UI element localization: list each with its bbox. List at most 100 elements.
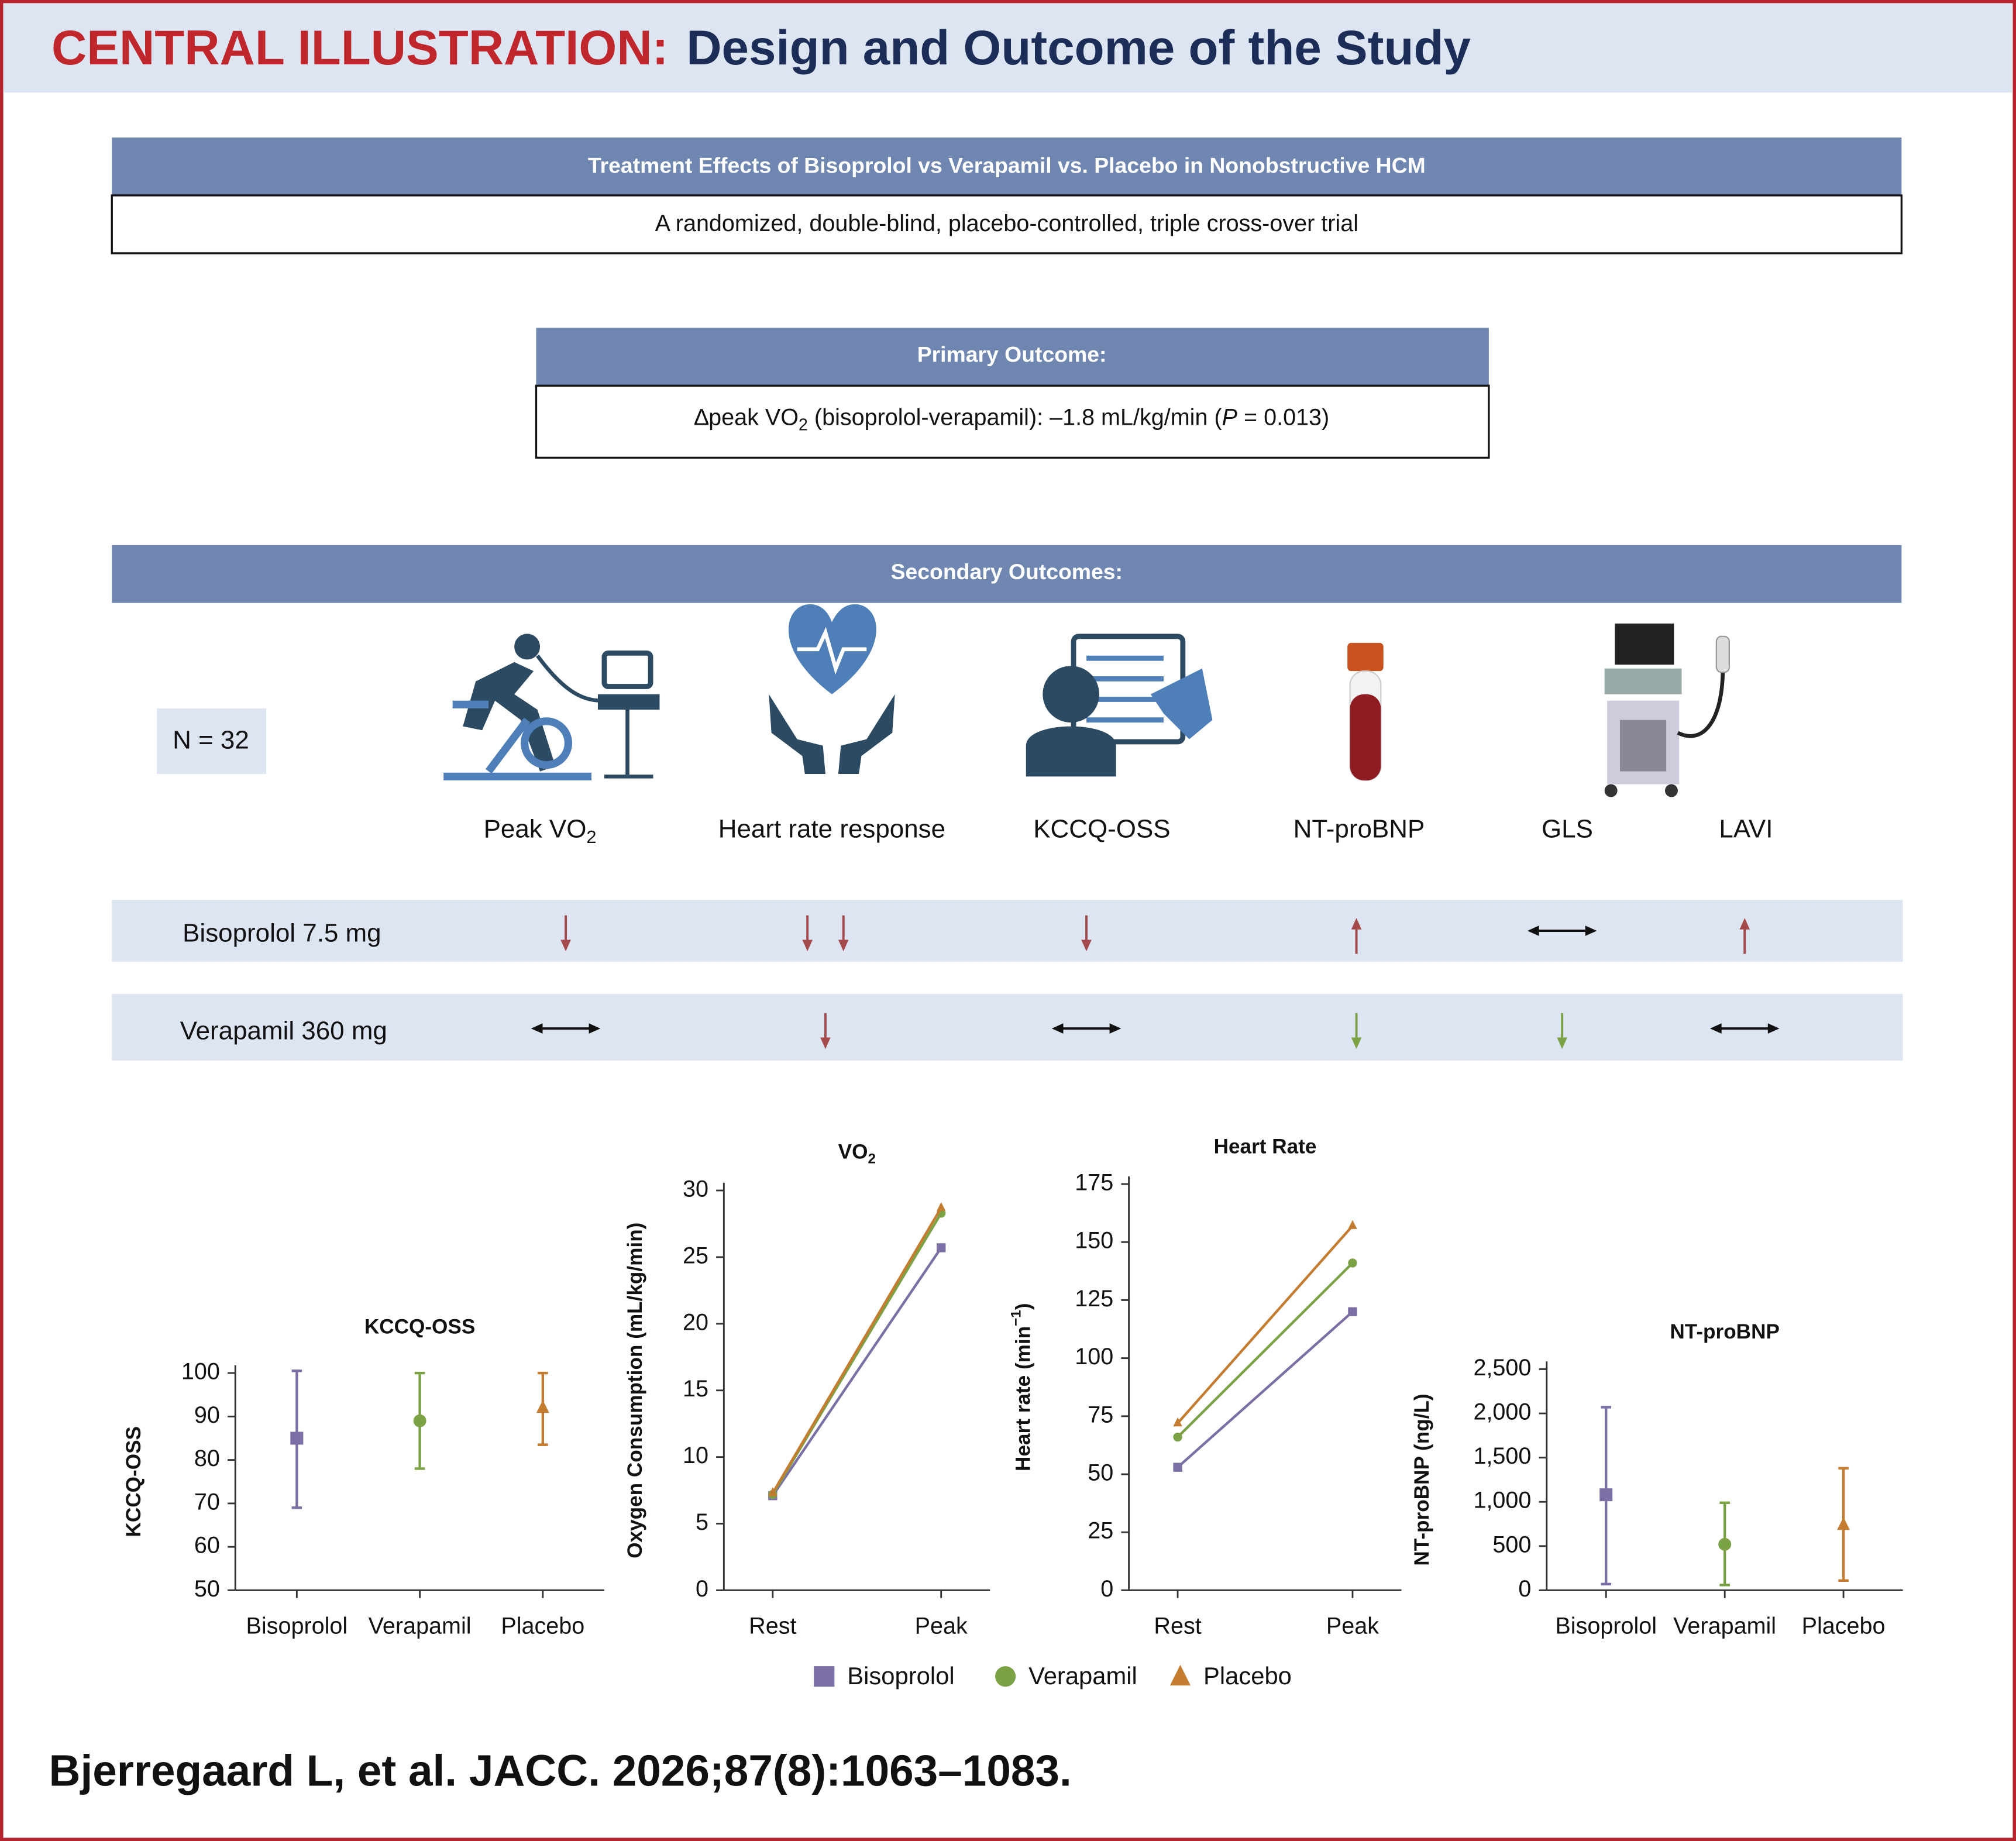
y-tick-label: 25 xyxy=(1088,1518,1113,1544)
arrow-head xyxy=(1109,1023,1121,1034)
arrow-head xyxy=(1351,918,1362,930)
outcome-label-text: LAVI xyxy=(1719,814,1773,843)
secondary-title: Secondary Outcomes: xyxy=(891,559,1123,584)
treatment-label: Verapamil 360 mg xyxy=(180,1016,387,1045)
line xyxy=(1176,1262,1354,1439)
treatment-label: Bisoprolol 7.5 mg xyxy=(183,918,381,947)
chart-title: NT-proBNP xyxy=(1670,1320,1780,1343)
x-tick-label: Rest xyxy=(1154,1613,1201,1639)
marker xyxy=(1599,1488,1613,1502)
legend-marker xyxy=(1169,1664,1191,1686)
y-tick-label: 30 xyxy=(683,1176,708,1202)
legend-label: Bisoprolol xyxy=(847,1662,954,1689)
arrow-head xyxy=(1709,1023,1722,1034)
icon-heart-hands xyxy=(769,604,895,774)
effect-arrow xyxy=(1557,1013,1567,1049)
y-axis-label: KCCQ-OSS xyxy=(122,1426,145,1537)
design-band xyxy=(112,137,1902,196)
primary-box xyxy=(535,384,1490,459)
outcome-label: Heart rate response xyxy=(718,814,945,843)
outcome-label: LAVI xyxy=(1719,814,1773,843)
y-axis-label-part: Heart rate (min xyxy=(1012,1326,1035,1471)
y-tick-label: 90 xyxy=(194,1402,220,1428)
effect-arrow xyxy=(1351,918,1362,954)
y-tick-label: 75 xyxy=(1088,1402,1113,1427)
marker xyxy=(1173,1432,1182,1442)
chart-title-sub: 2 xyxy=(868,1151,875,1167)
outcome-label-text: Heart rate response xyxy=(718,814,945,843)
chart-title: VO2 xyxy=(838,1141,876,1167)
y-tick-label: 50 xyxy=(1088,1460,1113,1486)
effect-arrow xyxy=(1527,925,1597,936)
chart: NT-proBNP NT-proBNP (ng/L) 0 500 1,000 1,500 2… xyxy=(1410,1320,1903,1639)
outcome-label: NT-proBNP xyxy=(1293,814,1425,843)
y-tick-label: 15 xyxy=(683,1376,708,1402)
y-axis-label: Heart rate (min−1) xyxy=(1009,1303,1035,1471)
x-tick-label: Peak xyxy=(915,1613,968,1639)
y-axis-label: NT-proBNP (ng/L) xyxy=(1410,1393,1433,1565)
y-tick-label: 0 xyxy=(1518,1576,1531,1602)
chart-title: Heart Rate xyxy=(1214,1135,1317,1158)
y-tick-label: 1,500 xyxy=(1473,1443,1531,1469)
x-tick-label: Peak xyxy=(1326,1613,1379,1639)
primary-title: Primary Outcome: xyxy=(917,342,1107,367)
y-tick-label: 175 xyxy=(1075,1169,1113,1195)
marker xyxy=(1718,1537,1732,1551)
marker xyxy=(937,1243,946,1252)
outcome-label-text: Peak VO xyxy=(484,814,587,843)
marker xyxy=(1348,1307,1357,1316)
arrow-head xyxy=(1585,925,1597,936)
outcome-label-text: KCCQ-OSS xyxy=(1033,814,1170,843)
outcome-label: Peak VO2 xyxy=(484,814,597,847)
y-axis-label: Oxygen Consumption (mL/kg/min) xyxy=(624,1223,646,1558)
y-tick-label: 5 xyxy=(696,1509,708,1535)
chart: VO2 Oxygen Consumption (mL/kg/min) 0 5 10 15 2… xyxy=(624,1141,990,1639)
outcome-label-sub: 2 xyxy=(586,827,596,847)
effect-arrow xyxy=(1709,1023,1780,1034)
y-axis-label-part: Oxygen Consumption (mL/kg/min) xyxy=(624,1223,646,1558)
y-tick-label: 60 xyxy=(194,1533,220,1558)
marker xyxy=(1348,1220,1357,1229)
effect-arrow xyxy=(560,915,571,952)
primary-text-part: = 0.013) xyxy=(1237,405,1329,431)
y-tick-label: 70 xyxy=(194,1489,220,1515)
design-box xyxy=(111,194,1903,254)
line xyxy=(772,1247,942,1496)
y-tick-label: 100 xyxy=(181,1359,220,1385)
x-tick-label: Verapamil xyxy=(1673,1613,1776,1639)
y-tick-label: 25 xyxy=(683,1243,708,1268)
legend-marker xyxy=(814,1666,835,1687)
y-axis-label-part: NT-proBNP (ng/L) xyxy=(1410,1393,1433,1565)
arrow-head xyxy=(1051,1023,1064,1034)
header: CENTRAL ILLUSTRATION: Design and Outcome … xyxy=(51,20,1471,75)
y-tick-label: 20 xyxy=(683,1309,708,1335)
marker xyxy=(536,1400,549,1413)
x-tick-label: Verapamil xyxy=(369,1613,472,1639)
arrow-head xyxy=(1767,1023,1780,1034)
primary-text-italic: P xyxy=(1222,405,1238,431)
header-title: Design and Outcome of the Study xyxy=(686,20,1471,75)
y-axis-label-part: KCCQ-OSS xyxy=(122,1426,145,1537)
marker xyxy=(1173,1417,1182,1427)
y-tick-label: 500 xyxy=(1492,1532,1531,1557)
marker xyxy=(1837,1517,1850,1530)
arrow-head xyxy=(560,940,571,952)
marker xyxy=(768,1487,777,1496)
x-tick-label: Placebo xyxy=(1802,1613,1886,1639)
chart: Heart Rate Heart rate (min−1) 0 25 50 75 100 12… xyxy=(1009,1135,1402,1639)
icon-ultrasound xyxy=(1604,623,1730,797)
effect-arrow xyxy=(802,915,849,952)
marker xyxy=(937,1202,946,1212)
x-tick-label: Placebo xyxy=(501,1613,584,1639)
y-axis-label-part: −1 xyxy=(1009,1310,1024,1326)
y-tick-label: 50 xyxy=(194,1576,220,1602)
primary-text-sub: 2 xyxy=(799,415,808,434)
y-tick-label: 125 xyxy=(1075,1286,1113,1312)
marker xyxy=(290,1431,304,1445)
legend-label: Verapamil xyxy=(1028,1662,1137,1689)
arrow-head xyxy=(1557,1037,1567,1049)
outcome-label-text: GLS xyxy=(1542,814,1593,843)
y-axis-label-part: ) xyxy=(1012,1303,1035,1310)
effect-row-band xyxy=(112,993,1903,1061)
